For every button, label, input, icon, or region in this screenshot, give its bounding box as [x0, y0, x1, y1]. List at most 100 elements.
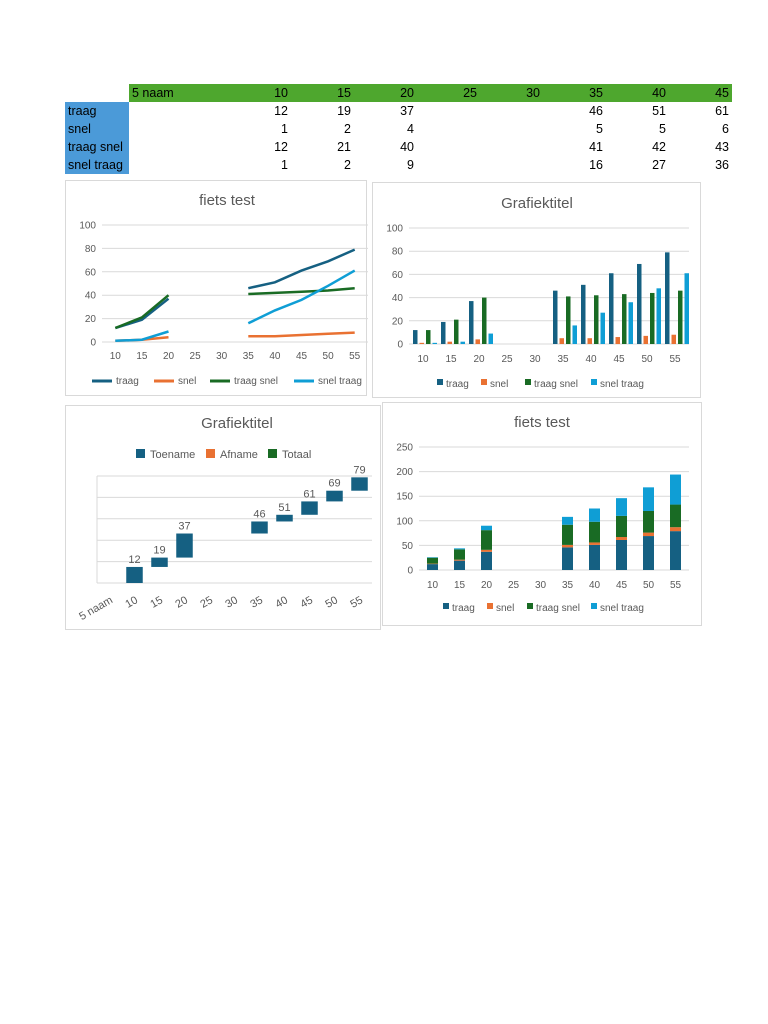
y-tick-label: 0 [397, 340, 403, 351]
table-cell[interactable]: 5 [659, 122, 666, 136]
table-header-cell[interactable]: 25 [417, 84, 480, 102]
table-cell[interactable]: 43 [715, 140, 729, 154]
stacked-bar-segment [562, 516, 573, 525]
x-tick-label: 25 [190, 351, 202, 362]
stacked-bar-segment [589, 542, 600, 545]
y-tick-label: 150 [396, 492, 413, 503]
data-label: 69 [328, 478, 340, 490]
table-header-cell[interactable]: 20 [354, 84, 417, 102]
bar [419, 342, 424, 344]
x-tick-label: 5 naam [77, 594, 115, 623]
table-cell[interactable] [480, 138, 543, 156]
table-cell[interactable] [417, 102, 480, 120]
y-tick-label: 250 [396, 443, 413, 454]
table-cell[interactable]: 36 [715, 158, 729, 172]
table-cell[interactable]: 51 [652, 104, 666, 118]
table-row: snel traag 1 2 9 16 27 36 [65, 156, 732, 174]
legend-swatch [443, 603, 449, 609]
x-tick-label: 20 [473, 354, 485, 365]
table-cell[interactable]: 61 [715, 104, 729, 118]
table-cell[interactable]: 41 [589, 140, 603, 154]
table-cell[interactable]: 5 [596, 122, 603, 136]
table-cell[interactable] [129, 120, 227, 138]
table-cell[interactable]: 2 [344, 122, 351, 136]
series-line [248, 286, 355, 296]
table-cell[interactable]: 21 [337, 140, 351, 154]
x-tick-label: 30 [216, 351, 228, 362]
y-tick-label: 100 [386, 224, 403, 235]
table-cell[interactable]: 9 [407, 158, 414, 172]
table-cell[interactable] [129, 156, 227, 174]
stacked-bar-segment [616, 537, 627, 540]
bar [488, 333, 493, 344]
table-cell[interactable]: 19 [337, 104, 351, 118]
legend-swatch [525, 379, 531, 385]
table-cell[interactable]: 4 [407, 122, 414, 136]
table-cell[interactable]: 37 [400, 104, 414, 118]
stacked-bar-segment [427, 557, 438, 564]
legend-swatch [591, 379, 597, 385]
row-label[interactable]: snel [65, 120, 129, 138]
y-tick-label: 60 [392, 270, 404, 281]
stacked-bar-segment [670, 527, 681, 532]
data-label: 12 [128, 554, 140, 566]
table-header-cell[interactable]: 40 [606, 84, 669, 102]
table-cell[interactable]: 12 [274, 140, 288, 154]
legend-swatch [206, 449, 215, 458]
x-tick-label: 15 [445, 354, 457, 365]
table-header-cell[interactable]: 10 [227, 84, 291, 102]
table-header-row: 5 naam 10 15 20 25 30 35 40 45 [65, 84, 732, 102]
table-cell[interactable]: 42 [652, 140, 666, 154]
table-cell[interactable]: 16 [589, 158, 603, 172]
table-cell[interactable] [129, 102, 227, 120]
x-tick-label: 40 [269, 351, 281, 362]
legend-label: traag snel [234, 376, 278, 387]
legend-label: traag [446, 379, 469, 390]
table-cell[interactable]: 1 [281, 158, 288, 172]
row-label[interactable]: snel traag [65, 156, 129, 174]
row-label[interactable]: traag [65, 102, 129, 120]
table-cell[interactable] [417, 138, 480, 156]
table-cell[interactable]: 12 [274, 104, 288, 118]
bar [650, 292, 655, 344]
stacked-bar-chart[interactable]: fiets test 0 50 100 150 200 250 10 15 20 25 30 35 40 4… [382, 402, 702, 626]
legend-label: snel traag [600, 603, 644, 614]
table-header-cell[interactable]: 30 [480, 84, 543, 102]
x-tick-label: 35 [562, 580, 574, 591]
table-cell[interactable]: 27 [652, 158, 666, 172]
table-cell[interactable]: 1 [281, 122, 288, 136]
table-cell[interactable] [417, 120, 480, 138]
table-cell[interactable] [417, 156, 480, 174]
bar [684, 273, 689, 344]
bar [600, 312, 605, 344]
x-tick-label: 35 [243, 351, 255, 362]
table-cell[interactable] [480, 156, 543, 174]
clustered-bar-chart[interactable]: Grafiektitel 0 20 40 60 80 100 10 15 20 25 30 35 40 45… [372, 182, 701, 398]
stacked-bar-segment [589, 508, 600, 522]
y-tick-label: 60 [85, 267, 97, 278]
table-header-cell[interactable]: 15 [291, 84, 354, 102]
table-cell[interactable]: 2 [344, 158, 351, 172]
table-cell[interactable]: 46 [589, 104, 603, 118]
table-cell[interactable]: 6 [722, 122, 729, 136]
x-tick-label: 40 [589, 580, 601, 591]
line-chart[interactable]: fiets test 0 20 40 60 80 100 10 15 20 25 30 35 40 45 50… [65, 180, 368, 396]
row-label[interactable]: traag snel [65, 138, 129, 156]
waterfall-bar [126, 566, 143, 583]
table-cell[interactable]: 40 [400, 140, 414, 154]
bar [441, 321, 446, 344]
table-cell[interactable] [480, 120, 543, 138]
table-cell[interactable] [480, 102, 543, 120]
table-header-cell[interactable]: 45 [669, 84, 732, 102]
waterfall-bar [151, 557, 168, 567]
clustered-bar-chart-svg: Grafiektitel 0 20 40 60 80 100 10 15 20 25 30 35 40 45… [386, 195, 689, 390]
table-corner-cell[interactable]: 5 naam [129, 84, 227, 102]
table-blank-cell[interactable] [65, 84, 129, 102]
stacked-bar-segment [616, 498, 627, 516]
x-tick-label: 45 [613, 354, 625, 365]
x-tick-label: 15 [136, 351, 148, 362]
waterfall-chart[interactable]: Grafiektitel Toename Afname Totaal 12 19 37 46 5… [65, 405, 381, 630]
table-cell[interactable] [129, 138, 227, 156]
table-header-cell[interactable]: 35 [543, 84, 606, 102]
bar [454, 319, 459, 344]
